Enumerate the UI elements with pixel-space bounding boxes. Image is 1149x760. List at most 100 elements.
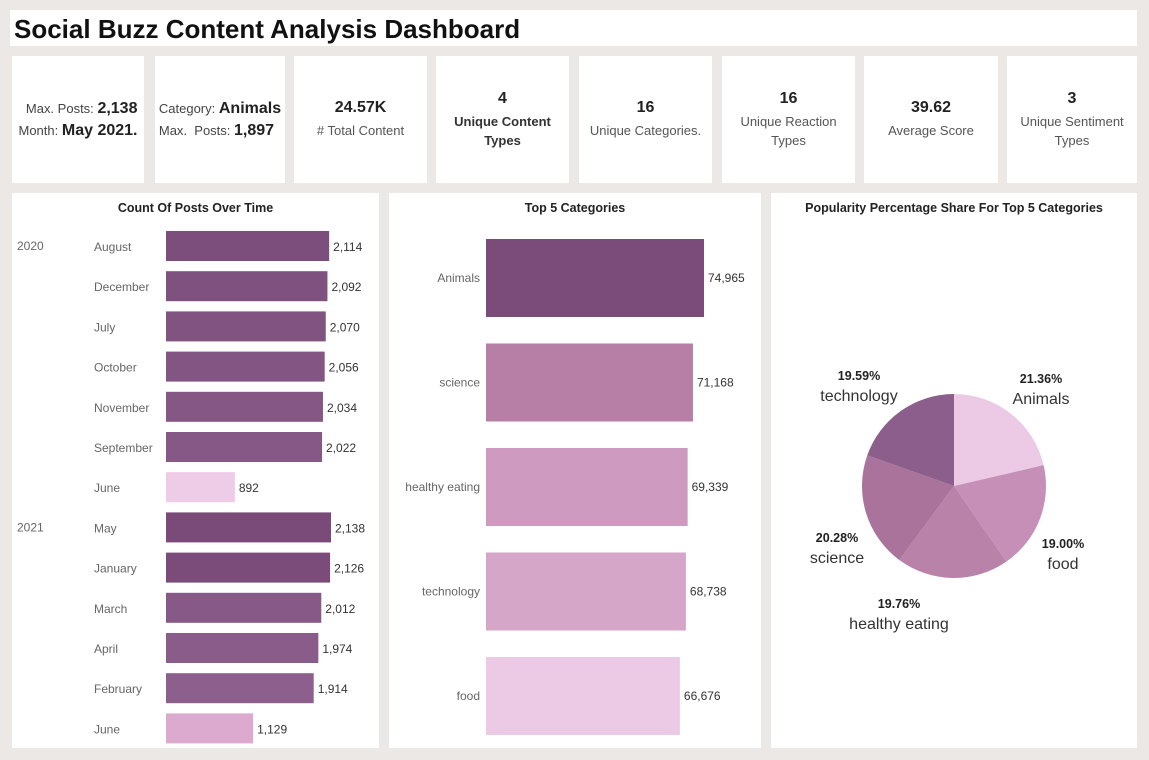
posts-value-label: 2,126 <box>334 562 364 576</box>
category-value-label: 69,339 <box>692 480 729 494</box>
kpi-content-types-label1: Unique Content <box>454 113 551 129</box>
pie-category-label: food <box>1047 556 1078 573</box>
posts-value-label: 2,034 <box>327 401 357 415</box>
kpi-average-score-label: Average Score <box>888 123 974 138</box>
kpi-month-value: May 2021. <box>61 121 138 139</box>
month-label: March <box>94 602 127 616</box>
category-label: science <box>439 376 480 390</box>
posts-bar <box>166 391 323 422</box>
year-label: 2021 <box>17 520 44 534</box>
kpi-average-score-value: 39.62 <box>910 99 952 116</box>
month-label: January <box>94 562 137 576</box>
pie-percent-label: 20.28% <box>816 531 858 545</box>
kpi-categories-value: 16 <box>636 99 655 116</box>
kpi-reaction-types-value: 16 <box>779 89 798 107</box>
pie-slice <box>954 465 1046 562</box>
kpi-reaction-types-label2: Types <box>771 132 806 148</box>
posts-bar <box>166 472 235 503</box>
posts-bar <box>166 271 328 302</box>
pie-category-label: healthy eating <box>849 616 949 633</box>
category-bar <box>486 448 688 526</box>
kpi-total-content-label: # Total Content <box>316 123 405 138</box>
month-label: November <box>94 401 149 415</box>
kpi-max-posts: Max. Posts: 2,138 Month: May 2021. <box>12 56 144 183</box>
kpi-category-label: Category: <box>158 100 216 116</box>
popularity-share-panel: Popularity Percentage Share For Top 5 Ca… <box>771 193 1137 748</box>
kpi-max-posts-value: 2,138 <box>97 99 138 117</box>
kpi-categories: 16 Unique Categories. <box>579 56 712 183</box>
kpi-month-label: Month: <box>18 122 59 138</box>
kpi-total-content: 24.57K # Total Content <box>294 56 427 183</box>
kpi-top-category: Category: Animals Max. Posts: 1,897 <box>155 56 285 183</box>
category-value-label: 71,168 <box>697 376 734 390</box>
posts-value-label: 892 <box>239 481 259 495</box>
kpi-reaction-types: 16 Unique Reaction Types <box>722 56 855 183</box>
posts-bar <box>166 512 331 543</box>
year-label: 2020 <box>17 239 44 253</box>
kpi-sentiment-types-value: 3 <box>1067 89 1077 107</box>
kpi-content-types-value: 4 <box>498 89 507 107</box>
category-label: Animals <box>437 271 480 285</box>
month-label: May <box>94 521 117 535</box>
pie-category-label: science <box>810 550 864 567</box>
month-label: October <box>94 361 137 375</box>
kpi-content-types-label2: Types <box>484 132 521 148</box>
kpi-category-posts-value: 1,897 <box>234 121 275 139</box>
popularity-share-chart: 21.36% Animals 19.00% food 19.76% healthy eat… <box>810 369 1084 633</box>
posts-over-time-title: Count Of Posts Over Time <box>117 201 274 215</box>
pie-category-label: Animals <box>1013 391 1070 408</box>
pie-percent-label: 21.36% <box>1020 372 1062 386</box>
month-label: February <box>94 682 142 696</box>
kpi-average-score: 39.62 Average Score <box>864 56 998 183</box>
posts-bar <box>166 552 331 583</box>
month-label: December <box>94 280 149 294</box>
kpi-content-types: 4 Unique Content Types <box>436 56 569 183</box>
posts-bar <box>166 231 330 261</box>
kpi-sentiment-types: 3 Unique Sentiment Types <box>1007 56 1137 183</box>
kpi-category-value: Animals <box>218 99 282 117</box>
month-label: April <box>94 642 118 656</box>
posts-bar <box>166 432 323 462</box>
posts-value-label: 1,974 <box>322 642 352 656</box>
kpi-categories-label: Unique Categories. <box>589 123 702 138</box>
month-label: June <box>94 722 120 736</box>
category-value-label: 66,676 <box>684 689 721 703</box>
posts-value-label: 2,138 <box>335 521 365 535</box>
category-bar <box>486 343 693 422</box>
posts-bar <box>166 592 322 623</box>
pie-slice <box>899 486 1007 578</box>
category-bar <box>486 657 680 735</box>
category-label: technology <box>422 585 480 599</box>
pie-percent-label: 19.59% <box>838 369 880 383</box>
posts-value-label: 2,070 <box>330 320 360 334</box>
category-value-label: 74,965 <box>708 271 745 285</box>
kpi-category-posts-label: Max. Posts: <box>158 122 231 138</box>
title-bar: Social Buzz Content Analysis Dashboard <box>10 10 1137 46</box>
pie-percent-label: 19.76% <box>878 597 920 611</box>
posts-value-label: 2,022 <box>326 441 356 455</box>
category-label: healthy eating <box>405 480 480 494</box>
pie-slice <box>954 394 1044 486</box>
kpi-max-posts-label: Max. Posts: <box>25 100 94 116</box>
kpi-sentiment-types-label1: Unique Sentiment <box>1020 113 1124 129</box>
posts-over-time-chart: 2020 August 2,114 December 2,092 July 2,070 Oct… <box>17 231 365 744</box>
posts-bar <box>166 673 314 704</box>
category-value-label: 68,738 <box>690 585 727 599</box>
kpi-sentiment-types-label2: Types <box>1054 132 1090 148</box>
pie-slice <box>862 455 954 560</box>
kpi-reaction-types-label1: Unique Reaction <box>740 113 837 129</box>
posts-bar <box>166 633 319 663</box>
posts-value-label: 2,056 <box>329 361 359 375</box>
category-bar <box>486 239 704 317</box>
posts-bar <box>166 713 254 744</box>
popularity-share-title: Popularity Percentage Share For Top 5 Ca… <box>805 201 1103 215</box>
posts-value-label: 1,914 <box>318 682 348 696</box>
posts-value-label: 2,012 <box>325 602 355 616</box>
month-label: September <box>94 441 153 455</box>
top-categories-panel: Top 5 Categories Animals 74,965 science 71,… <box>389 193 761 748</box>
pie-percent-label: 19.00% <box>1042 537 1084 551</box>
posts-value-label: 1,129 <box>257 722 287 736</box>
month-label: August <box>94 240 132 254</box>
posts-bar <box>166 311 326 342</box>
category-bar <box>486 552 686 631</box>
